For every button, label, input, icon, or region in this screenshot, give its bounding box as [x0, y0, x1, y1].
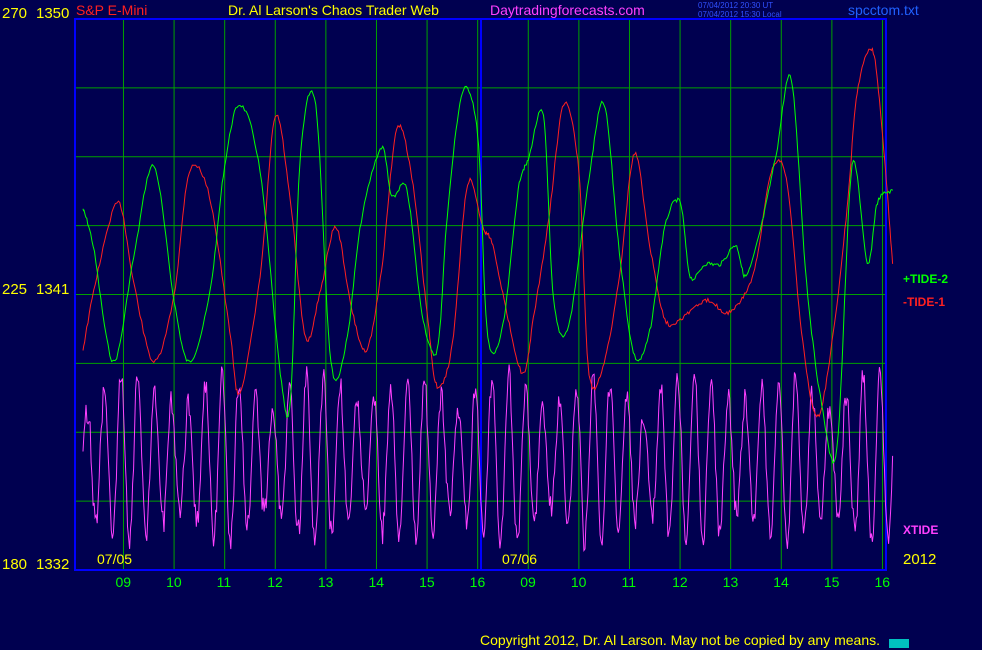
axis-bottom-price: 1332: [36, 556, 70, 573]
date-label-1: 07/05: [97, 551, 133, 567]
axis-mid-price: 1341: [36, 281, 70, 298]
axis-mid-scale: 225: [2, 281, 28, 298]
timestamp-ut: 07/04/2012 20:30 UT: [698, 1, 774, 10]
hour-tick-label: 14: [773, 574, 789, 590]
hour-tick-label: 12: [672, 574, 688, 590]
timestamp-local: 07/04/2012 15:30 Local: [698, 10, 782, 19]
hour-tick-label: 10: [570, 574, 587, 590]
hour-tick-label: 12: [267, 574, 283, 590]
xtide-line: [82, 364, 894, 552]
hour-tick-label: 10: [166, 574, 182, 590]
hour-tick-label: 13: [317, 574, 334, 590]
hour-tick-label: 15: [823, 574, 840, 590]
hour-tick-label: 16: [469, 574, 486, 590]
legend-xtide: XTIDE: [903, 523, 939, 537]
hour-tick-label: 15: [419, 574, 435, 590]
tide1-line: [82, 47, 894, 418]
legend-tide2: +TIDE-2: [903, 272, 949, 286]
symbol-label: S&P E-Mini: [76, 2, 148, 18]
hour-tick-label: 11: [621, 574, 637, 590]
year-label: 2012: [903, 551, 937, 568]
legend-tide1: -TIDE-1: [903, 295, 945, 309]
hour-tick-label: 14: [368, 574, 385, 590]
site-label: Daytradingforecasts.com: [490, 2, 645, 18]
hour-tick-label: 16: [874, 574, 891, 590]
date-label-2: 07/06: [502, 551, 538, 567]
axis-bottom-scale: 180: [2, 556, 28, 573]
hour-tick-label: 09: [520, 574, 536, 590]
small-marker: [889, 639, 909, 648]
hour-tick-label: 11: [216, 574, 232, 590]
file-label: spcctom.txt: [848, 2, 919, 18]
tide2-line: [82, 74, 893, 464]
axis-top-scale: 270: [2, 5, 28, 22]
copyright-notice: Copyright 2012, Dr. Al Larson. May not b…: [480, 632, 881, 648]
axis-top-price: 1350: [36, 5, 70, 22]
chart-title: Dr. Al Larson's Chaos Trader Web: [228, 2, 439, 18]
hour-tick-label: 13: [722, 574, 739, 590]
hour-tick-label: 09: [115, 574, 132, 590]
